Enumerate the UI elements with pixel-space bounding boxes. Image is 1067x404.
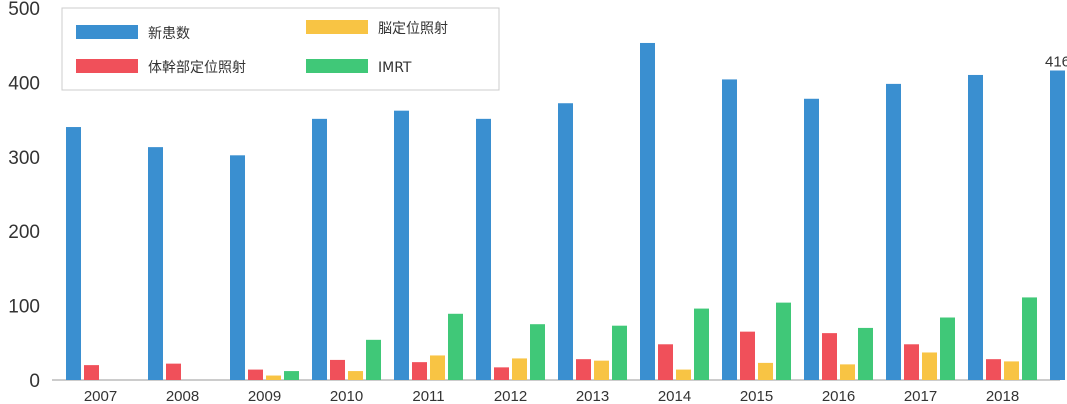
x-tick-label: 2014 [658,388,691,404]
y-tick-label: 0 [29,371,40,392]
bar-IMRT-2017 [940,317,955,380]
bar-体幹部定位照射-2012 [494,367,509,380]
bar-新患数-2012 [476,118,491,380]
bar-新患数-2017 [886,83,901,380]
bar-IMRT-2009 [284,371,299,380]
y-tick-label: 400 [8,73,40,94]
legend-swatch [76,59,138,73]
x-tick-label: 2012 [494,388,527,404]
bar-新患数-2010 [312,118,327,380]
bar-新患数-2015 [722,79,737,380]
bar-脳定位照射-2016 [840,364,855,380]
x-tick-label: 2009 [248,388,281,404]
x-tick-label: 2011 [412,388,444,404]
bar-IMRT-2011 [448,313,463,380]
bar-IMRT-2015 [776,302,791,380]
legend-swatch [306,59,368,73]
bar-IMRT-2012 [530,324,545,380]
bar-IMRT-2016 [858,327,873,380]
bar-脳定位照射-2012 [512,358,527,380]
bar-新患数-2018 [968,74,983,381]
legend-box [61,7,500,91]
bar-体幹部定位照射-2013 [576,359,591,380]
bar-新患数-2011 [394,110,409,380]
legend-swatch [76,25,138,39]
bar-体幹部定位照射-2008 [166,363,181,380]
x-tick-label: 2010 [330,388,363,404]
bar-脳定位照射-2018 [1004,361,1019,380]
legend-label: 体幹部定位照射 [148,59,246,76]
bar-新患数-2007 [66,127,81,380]
data-labels-layer: 41641623231313107107 [1043,51,1067,364]
bar-体幹部定位照射-2014 [658,344,673,380]
bar-体幹部定位照射-2010 [330,359,345,380]
legend-label: IMRT [378,60,412,76]
x-tick-label: 2008 [166,388,199,404]
bar-新患数-2014 [640,42,655,381]
bar-脳定位照射-2010 [348,371,363,380]
bar-体幹部定位照射-2015 [740,331,755,380]
x-tick-label: 2015 [740,388,773,404]
bar-体幹部定位照射-2017 [904,344,919,380]
x-tick-label: 2016 [822,388,855,404]
data-label-halo: 416 [1045,53,1067,70]
x-tick-label: 2007 [84,388,117,404]
data-label: 416 [1045,53,1067,70]
bar-新患数-2009 [230,155,245,380]
bars-layer [66,42,1065,381]
y-tick-label: 300 [8,148,40,169]
bar-脳定位照射-2014 [676,369,691,380]
x-tick-label: 2018 [986,388,1019,404]
legend-label: 脳定位照射 [378,21,448,37]
bar-体幹部定位照射-2009 [248,369,263,380]
y-tick-label: 100 [8,297,40,318]
bar-脳定位照射-2011 [430,355,445,380]
x-tick-label: 2017 [904,388,937,404]
bar-脳定位照射-2015 [758,362,773,380]
bar-新患数-2016 [804,98,819,380]
bar-新患数-2013 [558,103,573,381]
bar-新患数-2019 [1050,70,1065,380]
bar-新患数-2008 [148,147,163,380]
bar-体幹部定位照射-2011 [412,362,427,380]
y-tick-label: 200 [8,222,40,243]
legend-label: 新患数 [148,26,190,42]
x-tick-label: 2013 [576,388,609,404]
bar-脳定位照射-2009 [266,375,281,380]
legend-swatch [306,20,368,34]
bar-IMRT-2010 [366,339,381,380]
bar-IMRT-2013 [612,325,627,380]
bar-IMRT-2014 [694,308,709,380]
x-axis: 2007 2008 2009 2010 2011 2012 2013 2014 2015 2016… [52,379,1060,404]
bar-脳定位照射-2013 [594,360,609,380]
y-tick-label: 500 [8,0,40,20]
bar-IMRT-2018 [1022,297,1037,380]
y-axis: 0 100 200 300 400 500 [8,0,40,392]
bar-体幹部定位照射-2007 [84,365,99,380]
bar-体幹部定位照射-2018 [986,359,1001,380]
bar-体幹部定位照射-2016 [822,333,837,380]
bar-脳定位照射-2017 [922,352,937,380]
